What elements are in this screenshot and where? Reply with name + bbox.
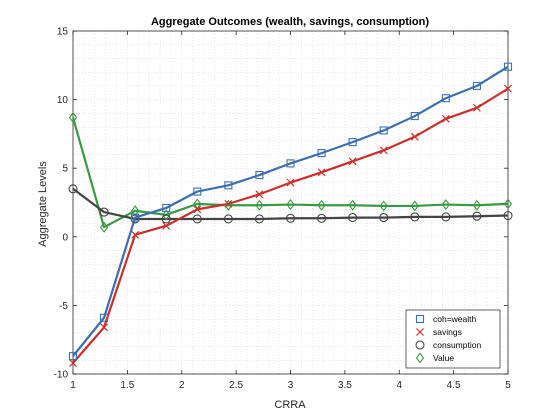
data-point-savings — [224, 199, 233, 208]
data-point-savings — [473, 103, 481, 112]
data-point-value — [286, 199, 295, 211]
x-tick-label: 2 — [179, 380, 185, 391]
data-point-coh-wealth — [348, 138, 357, 147]
data-point-consumption — [192, 214, 202, 224]
legend-label-value: Value — [433, 353, 454, 363]
data-point-coh-wealth — [441, 94, 450, 103]
data-point-coh-wealth — [224, 181, 233, 190]
data-point-consumption — [348, 213, 358, 223]
data-point-value — [410, 200, 419, 212]
data-point-coh-wealth — [286, 159, 295, 168]
data-point-value — [441, 199, 450, 211]
data-point-coh-wealth — [162, 203, 171, 213]
data-point-value — [255, 199, 264, 211]
x-tick-label: 1.5 — [120, 380, 134, 391]
legend-label-consumption: consumption — [433, 340, 481, 350]
data-point-value — [503, 198, 513, 210]
data-point-savings — [348, 157, 357, 166]
data-point-consumption — [254, 214, 264, 224]
data-point-consumption — [503, 210, 513, 221]
series-line-value — [71, 117, 509, 229]
data-point-savings — [193, 205, 202, 214]
data-point-coh-wealth — [472, 81, 481, 90]
data-point-consumption — [161, 214, 171, 224]
data-point-savings — [379, 146, 388, 155]
data-point-savings — [131, 230, 140, 239]
data-point-coh-wealth — [379, 126, 388, 135]
x-tick-label: 4.5 — [447, 380, 461, 391]
data-point-consumption — [99, 207, 109, 217]
data-point-coh-wealth — [131, 213, 140, 222]
legend-label-coh-wealth: coh=wealth — [433, 314, 477, 324]
legend-marker-consumption — [415, 340, 425, 350]
y-tick-label: -10 — [54, 370, 69, 381]
data-point-consumption — [68, 184, 78, 194]
legend-marker-savings — [416, 328, 424, 336]
data-point-savings — [441, 114, 450, 123]
data-point-value — [193, 198, 202, 210]
data-point-coh-wealth — [503, 62, 513, 71]
chart-title: Aggregate Outcomes (wealth, savings, con… — [151, 16, 429, 28]
x-tick-label: 3.5 — [338, 380, 352, 391]
data-point-savings — [410, 132, 419, 141]
y-axis-label: Aggregate Levels — [37, 161, 49, 247]
data-point-consumption — [379, 213, 389, 223]
data-point-savings — [286, 178, 295, 187]
data-point-consumption — [285, 213, 296, 223]
legend: coh=wealth savings consumption Value — [405, 309, 501, 369]
data-point-value — [472, 199, 482, 211]
data-point-coh-wealth — [255, 171, 264, 180]
series-line-consumption — [72, 187, 509, 221]
data-point-coh-wealth — [317, 149, 326, 158]
data-point-savings — [100, 323, 108, 332]
data-point-consumption — [441, 212, 451, 222]
data-point-consumption — [223, 214, 233, 224]
x-axis-label: CRRA — [274, 399, 306, 411]
x-tick-label: 1 — [70, 380, 76, 391]
data-point-savings — [504, 84, 512, 93]
data-point-value — [162, 209, 171, 221]
y-tick-label: 10 — [57, 95, 69, 106]
x-tick-label: 5 — [505, 380, 511, 391]
x-tick-label: 4 — [396, 380, 402, 391]
data-point-coh-wealth — [100, 313, 109, 322]
data-point-value — [348, 199, 357, 211]
legend-box — [405, 309, 501, 369]
y-tick-label: 15 — [57, 27, 69, 38]
y-tick-label: 5 — [62, 164, 68, 175]
x-tick-label: 2.5 — [229, 380, 243, 391]
data-point-savings — [317, 168, 326, 177]
data-point-savings — [255, 190, 264, 199]
y-tick-label: 0 — [62, 232, 68, 243]
data-point-value — [99, 221, 109, 233]
data-point-value — [224, 199, 233, 211]
data-point-value — [317, 199, 326, 211]
data-point-coh-wealth — [68, 352, 78, 361]
data-point-savings — [162, 221, 171, 230]
data-point-coh-wealth — [410, 112, 419, 121]
data-point-consumption — [410, 212, 420, 222]
x-tick-label: 3 — [288, 380, 294, 391]
y-tick-label: -5 — [59, 301, 68, 312]
legend-marker-coh-wealth — [415, 314, 425, 324]
data-point-value — [68, 111, 78, 123]
data-point-consumption — [472, 211, 482, 221]
legend-marker-value — [415, 352, 425, 364]
series-line-coh-wealth — [72, 65, 509, 357]
data-point-value — [379, 200, 388, 212]
data-point-coh-wealth — [193, 187, 202, 196]
data-point-savings — [69, 359, 77, 367]
legend-label-savings: savings — [433, 327, 462, 337]
data-point-consumption — [317, 213, 327, 223]
